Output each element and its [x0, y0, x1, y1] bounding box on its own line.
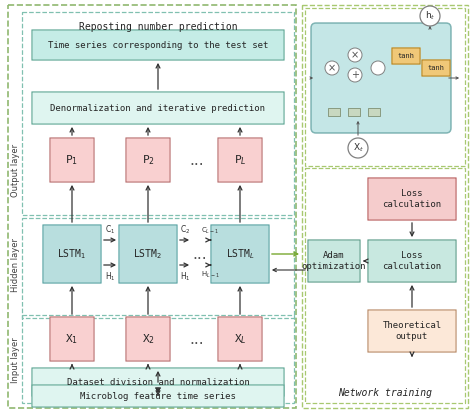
- Text: C$_2$: C$_2$: [180, 224, 190, 236]
- Text: X$_t$: X$_t$: [353, 142, 364, 154]
- FancyBboxPatch shape: [308, 240, 360, 282]
- Text: Theoretical
output: Theoretical output: [383, 321, 442, 341]
- Text: Loss
calculation: Loss calculation: [383, 189, 442, 209]
- FancyBboxPatch shape: [126, 138, 170, 182]
- Bar: [348, 108, 360, 116]
- Text: tanh: tanh: [398, 53, 414, 59]
- Text: Network training: Network training: [338, 388, 432, 398]
- FancyBboxPatch shape: [43, 225, 101, 283]
- Bar: [302, 5, 468, 408]
- FancyBboxPatch shape: [218, 317, 262, 361]
- Text: ...: ...: [190, 332, 204, 347]
- Bar: [22, 218, 294, 318]
- Circle shape: [420, 6, 440, 26]
- Text: H$_1$: H$_1$: [180, 270, 191, 283]
- Text: C$_{L-1}$: C$_{L-1}$: [201, 226, 219, 236]
- FancyBboxPatch shape: [50, 138, 94, 182]
- Text: Time series corresponding to the test set: Time series corresponding to the test se…: [48, 41, 268, 49]
- Bar: [328, 108, 340, 116]
- Circle shape: [325, 61, 339, 75]
- Text: Reposting number prediction: Reposting number prediction: [79, 22, 237, 32]
- Bar: [368, 108, 380, 116]
- FancyBboxPatch shape: [392, 48, 420, 64]
- Text: H$_1$: H$_1$: [105, 270, 115, 283]
- FancyBboxPatch shape: [368, 240, 456, 282]
- FancyBboxPatch shape: [32, 92, 284, 124]
- Bar: [305, 8, 465, 166]
- Text: ...: ...: [190, 152, 204, 168]
- Text: +: +: [351, 70, 359, 80]
- FancyBboxPatch shape: [32, 368, 284, 396]
- Text: H$_{L-1}$: H$_{L-1}$: [201, 270, 219, 280]
- FancyBboxPatch shape: [32, 385, 284, 407]
- Circle shape: [348, 68, 362, 82]
- FancyBboxPatch shape: [126, 317, 170, 361]
- FancyBboxPatch shape: [32, 30, 284, 60]
- Text: Dataset division and normalization: Dataset division and normalization: [67, 378, 249, 386]
- Text: Denormalization and iterative prediction: Denormalization and iterative prediction: [51, 103, 265, 112]
- Text: Loss
calculation: Loss calculation: [383, 251, 442, 271]
- FancyBboxPatch shape: [119, 225, 177, 283]
- Text: Output layer: Output layer: [11, 144, 20, 197]
- Text: ...: ...: [193, 247, 207, 261]
- FancyBboxPatch shape: [211, 225, 269, 283]
- Text: tanh: tanh: [428, 65, 445, 71]
- Text: LSTM$_L$: LSTM$_L$: [226, 247, 255, 261]
- Text: Input layer: Input layer: [11, 337, 20, 383]
- Text: Microblog feature time series: Microblog feature time series: [80, 391, 236, 400]
- Bar: [8, 5, 296, 408]
- Text: P$_2$: P$_2$: [142, 153, 155, 167]
- Text: P$_L$: P$_L$: [234, 153, 246, 167]
- Circle shape: [348, 48, 362, 62]
- Text: C$_1$: C$_1$: [105, 224, 115, 236]
- Circle shape: [371, 61, 385, 75]
- Text: X$_1$: X$_1$: [65, 332, 79, 346]
- FancyBboxPatch shape: [218, 138, 262, 182]
- FancyBboxPatch shape: [50, 317, 94, 361]
- Circle shape: [348, 138, 368, 158]
- FancyBboxPatch shape: [368, 310, 456, 352]
- Text: X$_2$: X$_2$: [142, 332, 155, 346]
- FancyBboxPatch shape: [311, 23, 451, 133]
- Bar: [22, 12, 294, 215]
- Text: h$_t$: h$_t$: [425, 10, 435, 22]
- Bar: [22, 315, 294, 403]
- Text: P$_1$: P$_1$: [65, 153, 79, 167]
- Bar: [305, 168, 465, 403]
- Text: Adam
optimization: Adam optimization: [302, 251, 366, 271]
- Text: ×: ×: [351, 50, 359, 60]
- Text: LSTM$_2$: LSTM$_2$: [134, 247, 163, 261]
- Text: ×: ×: [328, 63, 336, 73]
- Text: LSTM$_1$: LSTM$_1$: [57, 247, 87, 261]
- Text: Hidden layer: Hidden layer: [11, 238, 20, 292]
- FancyBboxPatch shape: [422, 60, 450, 76]
- Text: X$_L$: X$_L$: [234, 332, 246, 346]
- FancyBboxPatch shape: [368, 178, 456, 220]
